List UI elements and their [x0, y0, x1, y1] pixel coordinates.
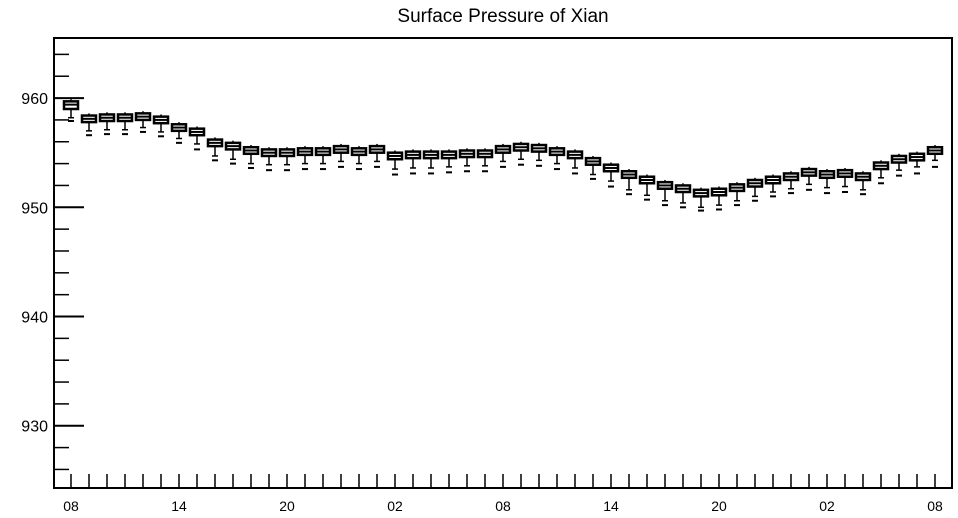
- box-19: [404, 149, 422, 175]
- box-33: [656, 179, 674, 207]
- box-48: [926, 145, 944, 168]
- box-17: [368, 143, 386, 168]
- box-47: [908, 151, 926, 175]
- box-23: [476, 148, 494, 173]
- box-10: [242, 145, 260, 169]
- box-7: [188, 126, 206, 151]
- box-0: [62, 99, 80, 123]
- box-8: [206, 137, 224, 162]
- y-axis: 930 940 950 960: [21, 53, 84, 471]
- box-14: [314, 146, 332, 171]
- box-26: [530, 142, 548, 167]
- chart-title: Surface Pressure of Xian: [397, 6, 608, 27]
- box-46: [890, 153, 908, 177]
- box-30: [602, 162, 620, 188]
- x-tick-label: 14: [603, 498, 619, 514]
- box-16: [350, 146, 368, 171]
- box-28: [566, 149, 584, 175]
- box-38: [746, 177, 764, 202]
- x-tick-label: 08: [495, 498, 511, 514]
- box-1: [80, 113, 98, 137]
- plot-frame: [53, 37, 953, 489]
- box-11: [260, 147, 278, 172]
- box-25: [512, 141, 530, 166]
- box-15: [332, 143, 350, 168]
- x-tick-label: 02: [819, 498, 835, 514]
- box-24: [494, 143, 512, 168]
- box-21: [440, 149, 458, 174]
- y-tick-label: 930: [21, 419, 48, 436]
- x-tick-label: 08: [63, 498, 79, 514]
- x-tick-label: 20: [279, 498, 295, 514]
- y-tick-label: 960: [21, 91, 48, 108]
- box-27: [548, 146, 566, 171]
- box-45: [872, 160, 890, 185]
- box-40: [782, 171, 800, 195]
- box-20: [422, 149, 440, 175]
- x-tick-label: 02: [387, 498, 403, 514]
- box-22: [458, 148, 476, 173]
- box-32: [638, 174, 656, 201]
- box-5: [152, 114, 170, 138]
- box-44: [854, 171, 872, 196]
- x-tick-label: 20: [711, 498, 727, 514]
- x-tick-label: 14: [171, 498, 187, 514]
- box-35: [692, 187, 710, 212]
- box-9: [224, 140, 242, 165]
- box-2: [98, 112, 116, 136]
- box-37: [728, 182, 746, 207]
- box-34: [674, 183, 692, 209]
- box-6: [170, 122, 188, 144]
- box-39: [764, 174, 782, 198]
- x-axis: 08 14 20 02 08 14 20 02 08: [63, 474, 943, 514]
- y-tick-label: 950: [21, 200, 48, 217]
- box-4: [134, 111, 152, 133]
- box-29: [584, 155, 602, 180]
- box-36: [710, 186, 728, 211]
- y-tick-label: 940: [21, 310, 48, 327]
- box-42: [818, 169, 836, 195]
- box-series: [62, 99, 944, 212]
- box-18: [386, 150, 404, 176]
- x-tick-label: 08: [927, 498, 943, 514]
- box-43: [836, 167, 854, 194]
- box-13: [296, 146, 314, 171]
- box-31: [620, 169, 638, 196]
- box-12: [278, 147, 296, 172]
- box-41: [800, 166, 818, 191]
- box-3: [116, 112, 134, 136]
